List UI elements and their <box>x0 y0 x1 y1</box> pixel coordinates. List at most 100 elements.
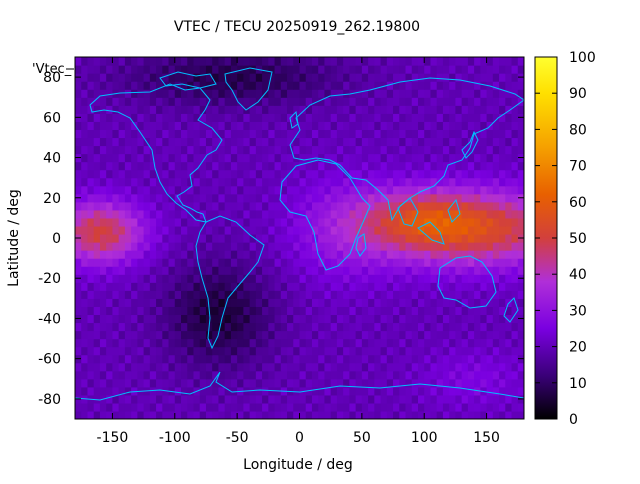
heatmap-cell <box>305 402 313 412</box>
heatmap-cell <box>87 137 95 147</box>
heatmap-cell <box>81 386 89 396</box>
heatmap-cell <box>393 113 400 122</box>
heatmap-cell <box>87 290 95 299</box>
heatmap-cell <box>386 386 394 396</box>
heatmap-cell <box>137 89 145 98</box>
heatmap-cell <box>181 402 188 412</box>
heatmap-cell <box>511 225 519 235</box>
heatmap-cell <box>143 73 151 82</box>
heatmap-cell <box>243 402 251 412</box>
heatmap-cell <box>480 105 488 114</box>
heatmap-cell <box>87 410 95 419</box>
heatmap-cell <box>305 65 313 74</box>
heatmap-cell <box>137 105 145 114</box>
heatmap-cell <box>218 338 226 348</box>
heatmap-cell <box>280 250 288 259</box>
heatmap-cell <box>93 290 101 299</box>
heatmap-cell <box>287 225 294 235</box>
heatmap-cell <box>517 81 524 90</box>
heatmap-cell <box>511 242 519 251</box>
heatmap-cell <box>168 266 176 275</box>
heatmap-cell <box>255 274 263 283</box>
heatmap-cell <box>249 113 257 122</box>
heatmap-cell <box>124 274 132 283</box>
heatmap-cell <box>230 209 238 219</box>
heatmap-cell <box>137 378 145 388</box>
heatmap-cell <box>205 225 213 235</box>
heatmap-cell <box>467 290 475 299</box>
heatmap-cell <box>156 129 163 139</box>
heatmap-cell <box>118 306 126 316</box>
heatmap-cell <box>305 282 313 291</box>
heatmap-cell <box>193 410 201 419</box>
heatmap-cell <box>287 73 294 82</box>
heatmap-cell <box>343 314 350 324</box>
heatmap-cell <box>262 177 269 187</box>
heatmap-cell <box>486 185 494 195</box>
heatmap-cell <box>75 370 82 380</box>
heatmap-cell <box>311 298 319 307</box>
heatmap-cell <box>336 137 344 147</box>
heatmap-cell <box>474 322 481 332</box>
heatmap-cell <box>187 105 195 114</box>
heatmap-cell <box>205 185 213 195</box>
heatmap-cell <box>262 209 269 219</box>
heatmap-cell <box>361 97 369 106</box>
heatmap-cell <box>336 233 344 243</box>
heatmap-cell <box>199 354 207 364</box>
heatmap-cell <box>449 73 457 82</box>
heatmap-cell <box>205 242 213 251</box>
heatmap-cell <box>137 242 145 251</box>
heatmap-cell <box>511 386 519 396</box>
heatmap-cell <box>411 161 419 171</box>
heatmap-cell <box>411 209 419 219</box>
heatmap-cell <box>399 386 407 396</box>
heatmap-cell <box>411 306 419 316</box>
heatmap-cell <box>87 354 95 364</box>
heatmap-cell <box>149 362 157 372</box>
heatmap-cell <box>137 274 145 283</box>
heatmap-cell <box>411 314 419 324</box>
heatmap-cell <box>143 217 151 227</box>
heatmap-cell <box>467 338 475 348</box>
heatmap-cell <box>517 410 524 419</box>
heatmap-cell <box>255 266 263 275</box>
heatmap-cell <box>374 378 382 388</box>
heatmap-cell <box>399 65 407 74</box>
heatmap-cell <box>249 65 257 74</box>
heatmap-cell <box>374 177 382 187</box>
heatmap-cell <box>349 386 357 396</box>
heatmap-cell <box>280 330 288 340</box>
heatmap-cell <box>81 282 89 291</box>
heatmap-cell <box>442 137 450 147</box>
heatmap-cell <box>137 402 145 412</box>
heatmap-cell <box>156 282 163 291</box>
heatmap-cell <box>455 217 463 227</box>
heatmap-cell <box>299 81 307 90</box>
heatmap-cell <box>343 209 350 219</box>
heatmap-cell <box>230 153 238 163</box>
heatmap-cell <box>293 105 301 114</box>
heatmap-cell <box>174 410 182 419</box>
heatmap-cell <box>93 362 101 372</box>
heatmap-cell <box>287 97 294 106</box>
heatmap-cell <box>449 402 457 412</box>
heatmap-cell <box>517 201 524 211</box>
heatmap-cell <box>474 145 481 155</box>
heatmap-cell <box>106 233 114 243</box>
heatmap-cell <box>492 354 500 364</box>
heatmap-cell <box>99 298 107 307</box>
heatmap-cell <box>311 370 319 380</box>
heatmap-cell <box>137 362 145 372</box>
heatmap-cell <box>511 145 519 155</box>
heatmap-cell <box>511 177 519 187</box>
heatmap-cell <box>118 274 126 283</box>
heatmap-cell <box>311 65 319 74</box>
heatmap-cell <box>474 370 481 380</box>
heatmap-cell <box>374 298 382 307</box>
heatmap-cell <box>99 370 107 380</box>
heatmap-cell <box>274 338 282 348</box>
heatmap-cell <box>149 306 157 316</box>
heatmap-cell <box>93 298 101 307</box>
heatmap-cell <box>137 225 145 235</box>
